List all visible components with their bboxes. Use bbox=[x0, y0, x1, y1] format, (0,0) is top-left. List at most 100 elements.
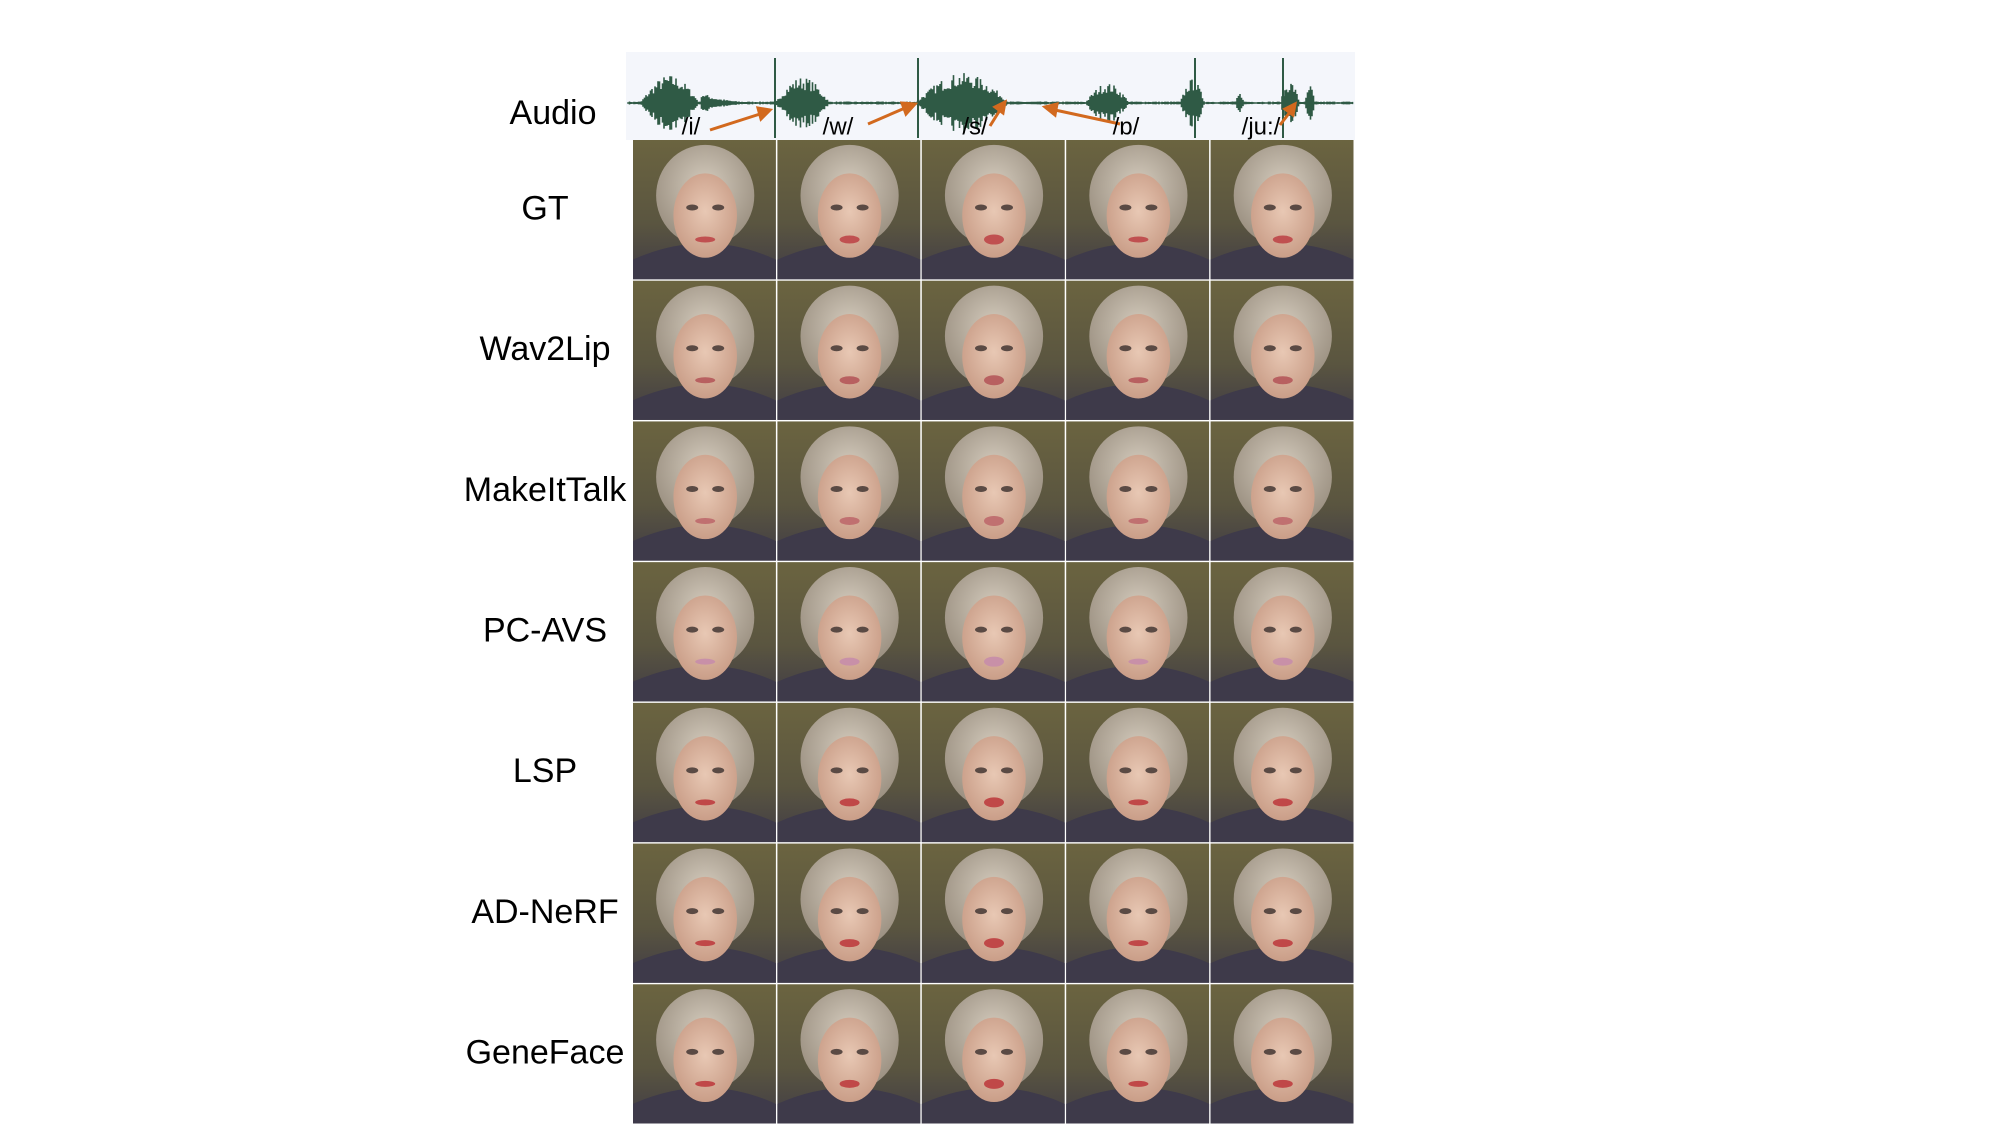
face-image bbox=[633, 421, 776, 561]
eye bbox=[1145, 1048, 1158, 1055]
phoneme-label: /ju:/ bbox=[1242, 113, 1281, 140]
shoulders bbox=[921, 524, 1065, 561]
face bbox=[1106, 1017, 1171, 1103]
shoulders bbox=[921, 1087, 1065, 1124]
face bbox=[817, 314, 882, 399]
face-image bbox=[633, 280, 776, 420]
row-label: Wav2Lip bbox=[479, 330, 610, 368]
eye bbox=[712, 908, 725, 915]
eye bbox=[975, 908, 987, 915]
lips bbox=[1128, 658, 1149, 665]
face bbox=[1251, 173, 1315, 258]
shoulders bbox=[1210, 524, 1354, 561]
face bbox=[1106, 454, 1171, 540]
shoulders bbox=[1210, 1087, 1354, 1124]
face-image bbox=[921, 702, 1065, 843]
eye bbox=[712, 485, 725, 492]
lips bbox=[984, 515, 1004, 526]
phoneme-arrows bbox=[709, 99, 1298, 132]
image-grid bbox=[633, 140, 1354, 1124]
row-label: PC-AVS bbox=[483, 611, 607, 649]
face bbox=[1251, 314, 1315, 399]
face bbox=[817, 595, 882, 680]
face bbox=[962, 454, 1026, 540]
shoulders bbox=[633, 384, 776, 420]
waveform bbox=[627, 58, 1354, 138]
shoulders bbox=[633, 243, 776, 280]
lips bbox=[1272, 657, 1293, 666]
face-image bbox=[633, 702, 776, 843]
lips bbox=[1272, 1079, 1293, 1088]
shoulders bbox=[1066, 946, 1210, 983]
face-image bbox=[633, 984, 776, 1124]
eye bbox=[1289, 626, 1302, 633]
row-label: GT bbox=[521, 189, 568, 227]
face bbox=[1106, 736, 1171, 821]
eye bbox=[1145, 345, 1158, 352]
lips bbox=[839, 516, 860, 525]
shoulders bbox=[1066, 243, 1210, 280]
shoulders bbox=[777, 665, 921, 702]
eye bbox=[686, 1048, 699, 1055]
eye bbox=[1001, 1048, 1013, 1055]
eye bbox=[1145, 204, 1158, 211]
shoulders bbox=[1066, 384, 1210, 420]
face-image bbox=[1066, 280, 1210, 420]
eye bbox=[686, 767, 699, 774]
shoulders bbox=[777, 806, 921, 843]
row-label: LSP bbox=[513, 752, 577, 790]
eye bbox=[1145, 485, 1158, 492]
face bbox=[1106, 314, 1171, 399]
eye bbox=[1001, 626, 1013, 633]
lips bbox=[695, 517, 716, 524]
eye bbox=[1001, 345, 1013, 352]
eye bbox=[1289, 345, 1302, 352]
face bbox=[817, 876, 882, 962]
lips bbox=[1272, 376, 1293, 385]
eye bbox=[1145, 908, 1158, 915]
face bbox=[962, 1017, 1026, 1103]
phoneme-label: /w/ bbox=[823, 113, 854, 140]
face-image bbox=[633, 843, 776, 983]
eye bbox=[856, 908, 869, 915]
face-image bbox=[1066, 421, 1210, 561]
eye bbox=[1119, 204, 1132, 211]
shoulders bbox=[1210, 806, 1354, 843]
shoulders bbox=[777, 946, 921, 983]
lips bbox=[1272, 516, 1293, 525]
face-image bbox=[1210, 984, 1354, 1124]
shoulders bbox=[1066, 806, 1210, 843]
eye bbox=[830, 908, 843, 915]
lips bbox=[1128, 377, 1149, 384]
face-image bbox=[921, 280, 1065, 420]
face-image bbox=[633, 140, 776, 280]
face bbox=[1106, 595, 1171, 680]
eye bbox=[686, 626, 699, 633]
face-image bbox=[1066, 562, 1210, 702]
eye bbox=[830, 767, 843, 774]
eye bbox=[1289, 204, 1302, 211]
shoulders bbox=[1066, 524, 1210, 561]
lips bbox=[695, 236, 716, 243]
eye bbox=[1119, 908, 1132, 915]
eye bbox=[1001, 204, 1013, 211]
eye bbox=[1289, 1048, 1302, 1055]
eye bbox=[1119, 485, 1132, 492]
face bbox=[962, 314, 1026, 399]
face-image bbox=[777, 421, 921, 561]
eye bbox=[686, 345, 699, 352]
eye bbox=[712, 767, 725, 774]
face-image bbox=[1210, 421, 1354, 561]
shoulders bbox=[921, 806, 1065, 843]
eye bbox=[1263, 626, 1276, 633]
eye bbox=[686, 908, 699, 915]
eye bbox=[1289, 767, 1302, 774]
eye bbox=[830, 204, 843, 211]
eye bbox=[1263, 1048, 1276, 1055]
face bbox=[1251, 454, 1315, 540]
shoulders bbox=[921, 384, 1065, 420]
face bbox=[962, 876, 1026, 962]
audio-label: Audio bbox=[510, 94, 597, 132]
eye bbox=[975, 345, 987, 352]
eye bbox=[1119, 626, 1132, 633]
